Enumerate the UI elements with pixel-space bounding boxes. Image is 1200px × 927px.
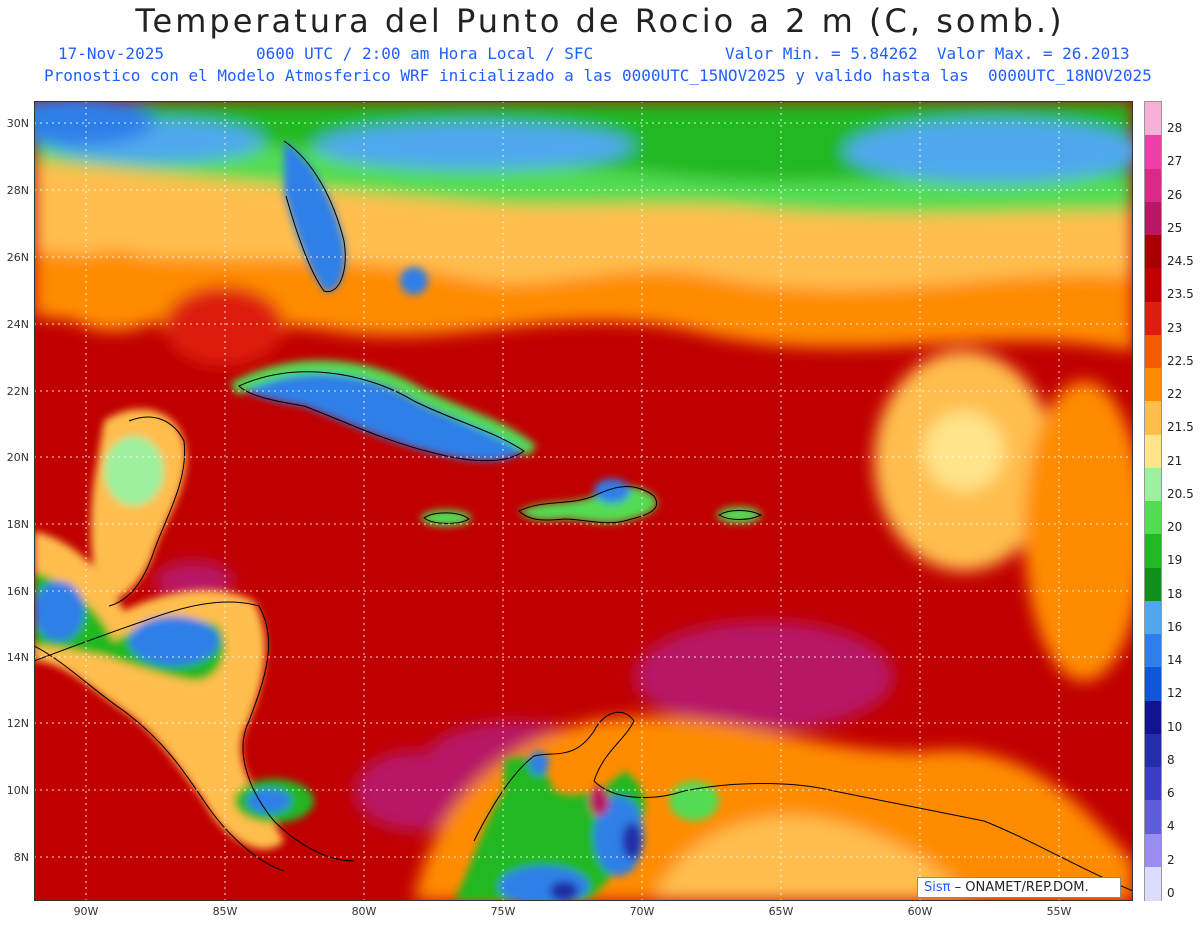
colorbar-label: 18: [1167, 586, 1183, 601]
colorbar-label: 16: [1167, 619, 1183, 634]
colorbar-segment: [1145, 767, 1161, 801]
lat-label: 18N: [6, 518, 29, 531]
colorbar-label: 2: [1167, 852, 1175, 867]
colorbar-label: 28: [1167, 121, 1183, 135]
colorbar-segment: [1145, 833, 1161, 868]
forecast-time: 0600 UTC / 2:00 am Hora Local / SFC: [256, 44, 594, 63]
colorbar-segment: [1145, 866, 1161, 901]
colorbar-segment: [1145, 501, 1161, 535]
colorbar-label: 0: [1167, 885, 1175, 900]
lon-label: 65W: [768, 905, 794, 918]
colorbar-segment: [1145, 168, 1161, 203]
colorbar-segment: [1145, 634, 1161, 668]
colorbar-segment: [1145, 467, 1161, 502]
colorbar-segment: [1145, 667, 1161, 701]
colorbar-segment: [1145, 201, 1161, 236]
colorbar-segment: [1145, 700, 1161, 735]
lat-label: 12N: [6, 717, 29, 730]
colorbar-label: 19: [1167, 553, 1183, 568]
colorbar-segment: [1145, 401, 1161, 435]
credit-text: – ONAMET/REP.DOM.: [950, 880, 1089, 895]
colorbar-segment: [1145, 268, 1161, 302]
lat-label: 26N: [6, 251, 29, 264]
colorbar-label: 22: [1167, 387, 1183, 401]
lat-label: 8N: [13, 851, 29, 864]
dewpoint-fields: [34, 101, 1133, 901]
credit-box: Sisπ – ONAMET/REP.DOM.: [917, 877, 1121, 898]
colorbar-segment: [1145, 434, 1161, 469]
value-range: Valor Min. = 5.84262 Valor Max. = 26.201…: [725, 44, 1130, 63]
colorbar-segment: [1145, 301, 1161, 336]
lat-label: 22N: [6, 385, 29, 398]
colorbar-label: 27: [1167, 154, 1183, 169]
dewpoint-map: [34, 101, 1133, 901]
lat-label: 14N: [6, 651, 29, 664]
lon-label: 55W: [1046, 905, 1072, 918]
colorbar-label: 23: [1167, 320, 1183, 335]
map-title: Temperatura del Punto de Rocio a 2 m (C,…: [135, 2, 1065, 40]
lat-label: 30N: [6, 117, 29, 130]
sispi-logo: Sisπ: [924, 880, 951, 895]
colorbar-label: 20: [1167, 520, 1183, 534]
colorbar-segment: [1145, 235, 1161, 269]
colorbar-label: 8: [1167, 752, 1175, 767]
lat-lon-grid: [34, 101, 1133, 901]
colorbar-label: 21: [1167, 453, 1183, 468]
lon-label: 70W: [629, 905, 655, 918]
lon-label: 75W: [490, 905, 516, 918]
colorbar-segment: [1145, 102, 1161, 136]
lon-label: 80W: [351, 905, 377, 918]
colorbar-label: 21.5: [1167, 420, 1194, 435]
colorbar-segment: [1145, 135, 1161, 169]
forecast-date: 17-Nov-2025: [58, 44, 164, 63]
lon-label: 90W: [73, 905, 99, 918]
colorbar-label: 22.5: [1167, 353, 1194, 368]
lat-label: 16N: [6, 585, 29, 598]
colorbar-label: 26: [1167, 187, 1183, 202]
model-description: Pronostico con el Modelo Atmosferico WRF…: [44, 66, 1152, 85]
colorbar-label: 23.5: [1167, 287, 1194, 302]
colorbar-label: 25: [1167, 220, 1183, 235]
lat-label: 24N: [6, 318, 29, 331]
colorbar-segment: [1145, 534, 1161, 568]
lat-label: 10N: [6, 784, 29, 797]
lat-label: 28N: [6, 184, 29, 197]
coastlines: [34, 140, 1133, 892]
colorbar-label: 14: [1167, 653, 1183, 667]
colorbar-label: 24.5: [1167, 254, 1194, 268]
colorbar-label: 12: [1167, 686, 1183, 701]
lon-label: 85W: [212, 905, 238, 918]
colorbar-segment: [1145, 334, 1161, 369]
lat-label: 20N: [6, 451, 29, 464]
colorbar-segment: [1145, 800, 1161, 834]
colorbar-label: 20.5: [1167, 486, 1194, 501]
lon-label: 60W: [907, 905, 933, 918]
colorbar-segment: [1145, 733, 1161, 768]
colorbar-label: 4: [1167, 819, 1175, 834]
colorbar-label: 6: [1167, 786, 1175, 800]
colorbar-label: 10: [1167, 719, 1183, 734]
colorbar-segment: [1145, 600, 1161, 635]
colorbar-segment: [1145, 368, 1161, 402]
colorbar-segment: [1145, 567, 1161, 602]
colorbar: [1144, 101, 1162, 901]
